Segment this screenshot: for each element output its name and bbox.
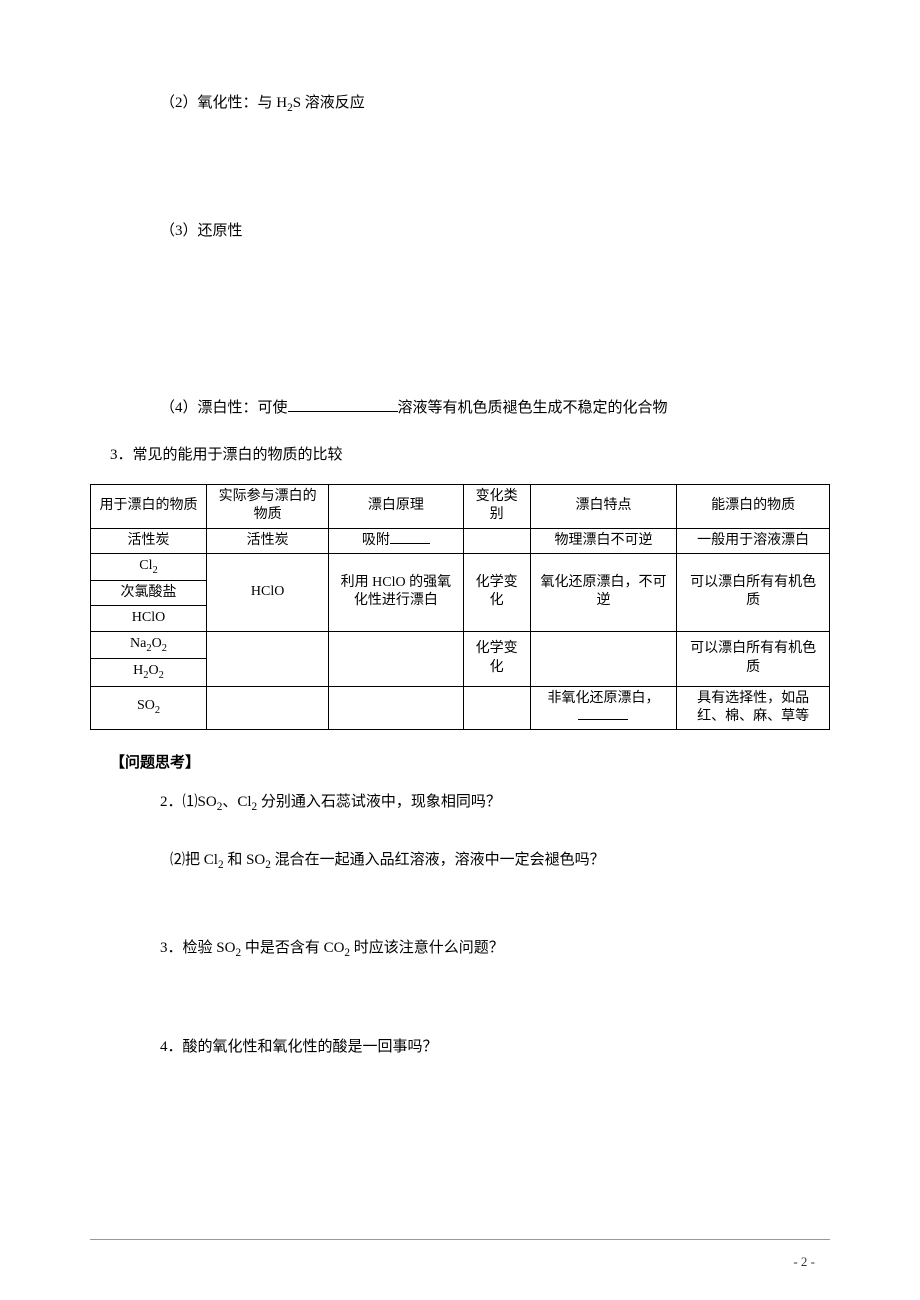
blank-fill-3 <box>578 719 628 720</box>
r4c2 <box>207 686 329 729</box>
r4c4 <box>463 686 530 729</box>
r1c5: 物理漂白不可逆 <box>530 528 677 553</box>
r4c6: 具有选择性，如品红、棉、麻、草等 <box>677 686 830 729</box>
item-4-bleaching: （4）漂白性：可使 溶液等有机色质褪色生成不稳定的化合物 <box>160 395 830 422</box>
question-2-1: 2．⑴SO2、Cl2 分别通入石蕊试液中，现象相同吗？ <box>160 789 830 817</box>
r2c4: 化学变化 <box>463 553 530 631</box>
item-3-reducing: （3）还原性 <box>160 218 830 245</box>
r2c6: 可以漂白所有有机色质 <box>677 553 830 631</box>
r1c6: 一般用于溶液漂白 <box>677 528 830 553</box>
header-c1: 用于漂白的物质 <box>91 485 207 528</box>
header-c5: 漂白特点 <box>530 485 677 528</box>
r2c1c: HClO <box>91 606 207 631</box>
r2c1a: Cl2 <box>91 553 207 580</box>
q3-text: 3．检验 SO2 中是否含有 CO2 时应该注意什么问题？ <box>160 940 504 956</box>
section-3-title: 3．常见的能用于漂白的物质的比较 <box>110 442 830 469</box>
bleaching-comparison-table: 用于漂白的物质 实际参与漂白的物质 漂白原理 变化类别 漂白特点 能漂白的物质 … <box>90 484 830 730</box>
question-3: 3．检验 SO2 中是否含有 CO2 时应该注意什么问题？ <box>160 935 830 963</box>
r4c5-pre: 非氧化还原漂白， <box>547 691 659 706</box>
r3c5 <box>530 631 677 686</box>
question-4: 4．酸的氧化性和氧化性的酸是一回事吗？ <box>160 1034 830 1061</box>
r4c1: SO2 <box>91 686 207 729</box>
blank-fill-1 <box>288 411 398 412</box>
blank-fill-2 <box>390 543 430 544</box>
item-2-text: （2）氧化性：与 H2S 溶液反应 <box>160 95 365 111</box>
r3c6: 可以漂白所有有机色质 <box>677 631 830 686</box>
thinking-header: 【问题思考】 <box>110 750 830 777</box>
r4c3 <box>329 686 463 729</box>
item-3-text: （3）还原性 <box>160 223 243 239</box>
r1c1: 活性炭 <box>91 528 207 553</box>
r1c3-text: 吸附 <box>362 533 390 548</box>
table-row: 活性炭 活性炭 吸附 物理漂白不可逆 一般用于溶液漂白 <box>91 528 830 553</box>
r1c2: 活性炭 <box>207 528 329 553</box>
r3c3 <box>329 631 463 686</box>
r4c5: 非氧化还原漂白， <box>530 686 677 729</box>
r3c1b: H2O2 <box>91 659 207 686</box>
r3c2 <box>207 631 329 686</box>
table-row: Cl2 HClO 利用 HClO 的强氧化性进行漂白 化学变化 氧化还原漂白，不… <box>91 553 830 580</box>
header-c4: 变化类别 <box>463 485 530 528</box>
r3c1a: Na2O2 <box>91 631 207 658</box>
page-number: - 2 - <box>793 1254 815 1270</box>
item-2-oxidizing: （2）氧化性：与 H2S 溶液反应 <box>160 90 830 118</box>
header-c2: 实际参与漂白的物质 <box>207 485 329 528</box>
r2c2: HClO <box>207 553 329 631</box>
header-c6: 能漂白的物质 <box>677 485 830 528</box>
item-4-pre: （4）漂白性：可使 <box>160 400 288 416</box>
table-header-row: 用于漂白的物质 实际参与漂白的物质 漂白原理 变化类别 漂白特点 能漂白的物质 <box>91 485 830 528</box>
r2c3: 利用 HClO 的强氧化性进行漂白 <box>329 553 463 631</box>
q2-2-text: ⑵把 Cl2 和 SO2 混合在一起通入品红溶液，溶液中一定会褪色吗？ <box>170 852 605 868</box>
table-row: Na2O2 化学变化 可以漂白所有有机色质 <box>91 631 830 658</box>
footer-divider <box>90 1239 830 1240</box>
table-row: SO2 非氧化还原漂白， 具有选择性，如品红、棉、麻、草等 <box>91 686 830 729</box>
r3c4: 化学变化 <box>463 631 530 686</box>
r1c4 <box>463 528 530 553</box>
q4-text: 4．酸的氧化性和氧化性的酸是一回事吗？ <box>160 1039 438 1055</box>
item-4-post: 溶液等有机色质褪色生成不稳定的化合物 <box>398 400 668 416</box>
q2-1-text: 2．⑴SO2、Cl2 分别通入石蕊试液中，现象相同吗？ <box>160 794 501 810</box>
question-2-2: ⑵把 Cl2 和 SO2 混合在一起通入品红溶液，溶液中一定会褪色吗？ <box>170 847 830 875</box>
header-c3: 漂白原理 <box>329 485 463 528</box>
r2c5: 氧化还原漂白，不可逆 <box>530 553 677 631</box>
r1c3: 吸附 <box>329 528 463 553</box>
r2c1b: 次氯酸盐 <box>91 581 207 606</box>
